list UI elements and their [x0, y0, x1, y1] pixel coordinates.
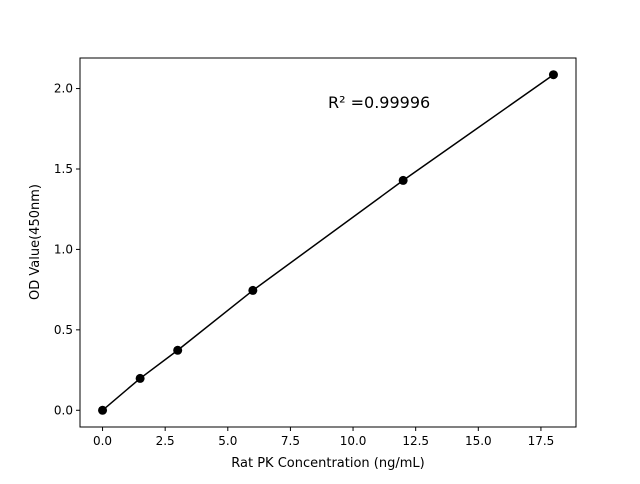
- y-tick-label: 0.0: [54, 403, 73, 417]
- x-tick-label: 15.0: [465, 434, 492, 448]
- y-tick-label: 1.0: [54, 242, 73, 256]
- x-tick-label: 5.0: [218, 434, 237, 448]
- y-tick-label: 1.5: [54, 162, 73, 176]
- data-point: [248, 285, 258, 295]
- x-axis-label: Rat PK Concentration (ng/mL): [231, 456, 424, 471]
- r-squared-annotation: R² =0.99996: [328, 93, 430, 112]
- x-tick-label: 0.0: [93, 434, 112, 448]
- plot-area: [79, 57, 577, 428]
- data-point: [548, 70, 558, 80]
- data-points: [98, 70, 558, 415]
- y-axis: 0.0 0.5 1.0 1.5 2.0: [54, 82, 80, 417]
- x-tick-label: 17.5: [528, 434, 555, 448]
- data-point: [173, 345, 183, 355]
- y-tick-label: 2.0: [54, 82, 73, 96]
- x-axis: 0.0 2.5 5.0 7.5 10.0 12.5 15.0 17.5: [93, 427, 554, 448]
- series-line: [102, 74, 554, 411]
- y-tick-label: 0.5: [54, 323, 73, 337]
- x-tick-label: 12.5: [402, 434, 429, 448]
- x-tick-label: 2.5: [156, 434, 175, 448]
- data-point: [98, 405, 108, 415]
- y-axis-label: OD Value(450nm): [28, 184, 43, 300]
- x-tick-label: 10.0: [340, 434, 367, 448]
- x-tick-label: 7.5: [281, 434, 300, 448]
- data-point: [398, 175, 408, 185]
- data-point: [135, 373, 145, 383]
